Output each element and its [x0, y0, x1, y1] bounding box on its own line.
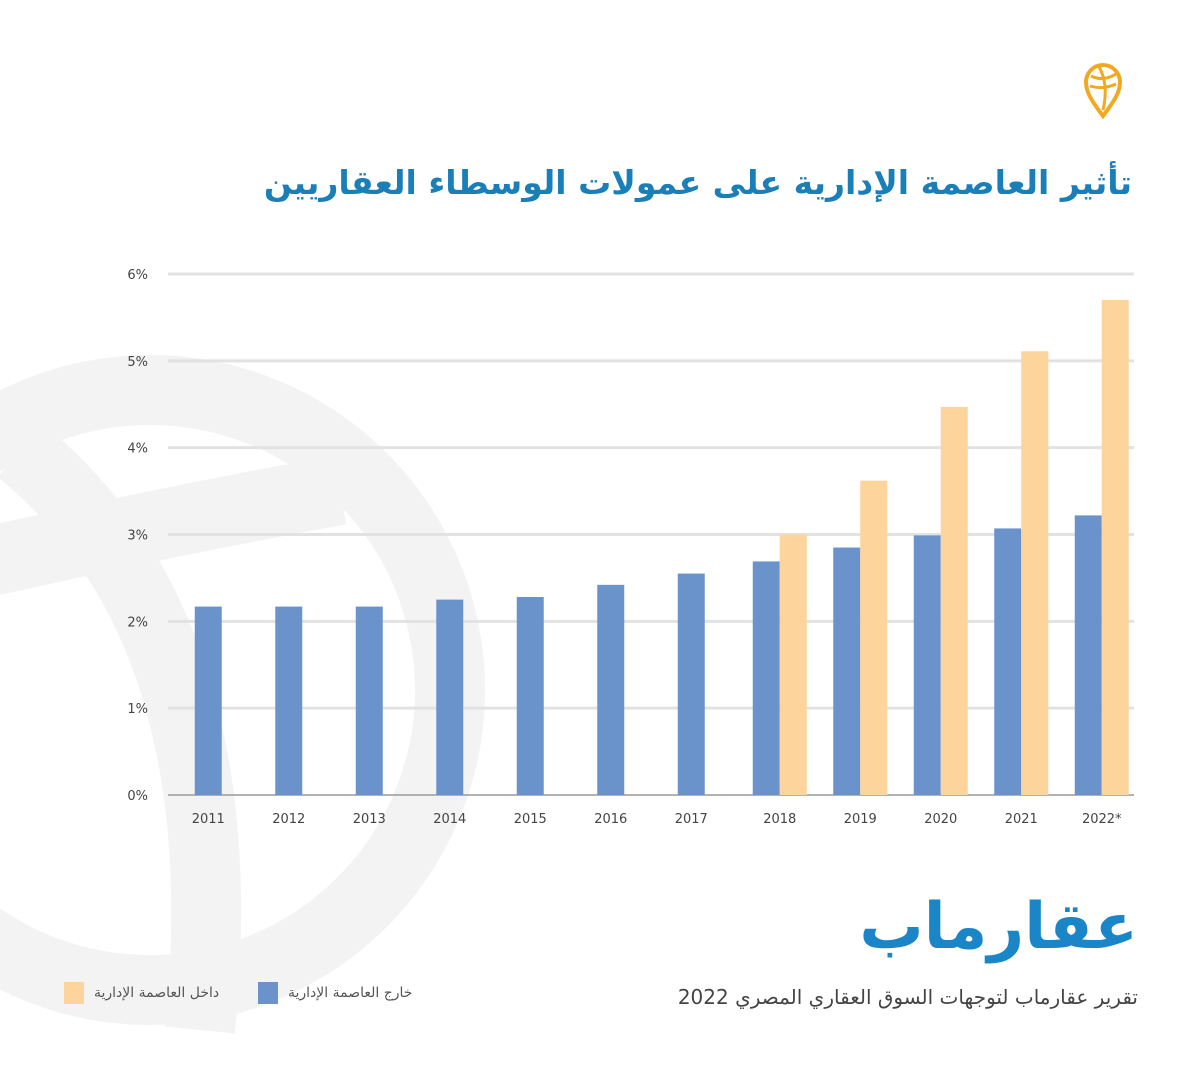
x-tick-label: 2015	[514, 812, 547, 827]
y-tick-label: 0%	[127, 789, 148, 804]
bar-inside-2021	[1021, 351, 1049, 795]
x-tick-label: 2018	[763, 812, 796, 827]
y-tick-label: 1%	[127, 702, 148, 717]
y-tick-label: 2%	[127, 615, 148, 630]
legend-label-outside: خارج العاصمة الإدارية	[288, 985, 413, 1001]
bar-outside-2014	[436, 599, 464, 795]
legend-label-inside: داخل العاصمة الإدارية	[94, 985, 220, 1001]
legend-item-inside: داخل العاصمة الإدارية	[64, 982, 219, 1004]
x-tick-label: 2020	[924, 812, 957, 827]
x-tick-label: 2022*	[1082, 812, 1122, 827]
bar-outside-2020	[913, 535, 941, 795]
bar-inside-2020	[940, 406, 968, 795]
bar-outside-2013	[355, 606, 383, 795]
y-tick-label: 3%	[127, 529, 148, 544]
bar-outside-2011	[194, 606, 222, 795]
bar-inside-2019	[860, 480, 888, 795]
bar-outside-2012	[275, 606, 303, 795]
legend-swatch-inside	[64, 982, 84, 1004]
bar-outside-2017	[677, 573, 705, 795]
bar-outside-2016	[597, 584, 625, 795]
bar-outside-2019	[833, 547, 861, 795]
x-tick-label: 2016	[594, 812, 627, 827]
report-caption: تقرير عقارماب لتوجهات السوق العقاري المص…	[677, 985, 1138, 1009]
y-tick-label: 4%	[127, 442, 148, 457]
x-tick-label: 2017	[675, 812, 708, 827]
bar-inside-2018	[779, 534, 807, 795]
y-tick-label: 6%	[127, 268, 148, 283]
legend-swatch-outside	[258, 982, 278, 1004]
map-pin-logo-icon	[1083, 63, 1123, 120]
y-tick-label: 5%	[127, 355, 148, 370]
x-tick-label: 2012	[272, 812, 305, 827]
bar-outside-2021	[994, 528, 1022, 795]
bar-chart: 0% 1% 2% 3% 4% 5% 6% 2011 2012 2013 2014 2015 2016 20…	[127, 268, 1134, 827]
bar-outside-2015	[516, 597, 544, 795]
brand-logo-text: عقارماب	[859, 890, 1138, 964]
x-tick-label: 2019	[844, 812, 877, 827]
chart-title: تأثير العاصمة الإدارية على عمولات الوسطا…	[263, 163, 1132, 202]
legend-item-outside: خارج العاصمة الإدارية	[258, 982, 412, 1004]
x-tick-label: 2013	[353, 812, 386, 827]
x-tick-label: 2021	[1005, 812, 1038, 827]
bar-outside-2018	[752, 561, 780, 795]
x-tick-label: 2014	[433, 812, 466, 827]
bar-outside-2022*	[1074, 515, 1102, 795]
x-tick-label: 2011	[192, 812, 225, 827]
bar-inside-2022*	[1101, 300, 1129, 795]
